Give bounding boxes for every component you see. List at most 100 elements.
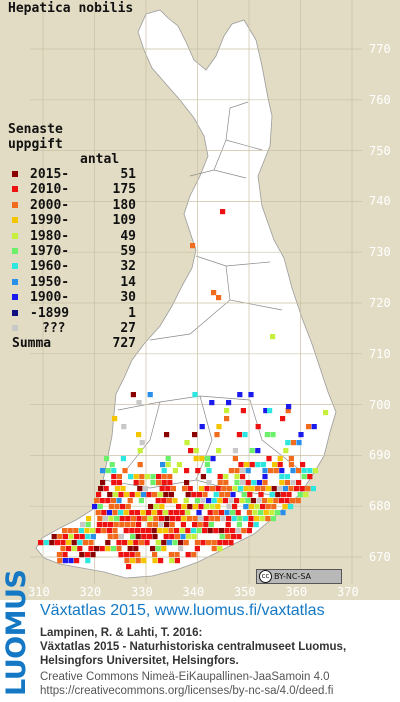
record-square bbox=[260, 504, 266, 510]
record-square bbox=[60, 546, 66, 552]
record-square bbox=[62, 528, 68, 534]
record-square bbox=[267, 408, 273, 414]
legend-swatch bbox=[12, 201, 18, 208]
record-square bbox=[62, 552, 68, 558]
record-square bbox=[100, 468, 106, 474]
record-square bbox=[129, 528, 135, 534]
record-square bbox=[111, 468, 117, 474]
record-square bbox=[277, 456, 283, 462]
record-square bbox=[218, 528, 224, 534]
record-square bbox=[185, 528, 191, 534]
record-square bbox=[245, 480, 251, 486]
record-square bbox=[192, 516, 198, 522]
record-square bbox=[206, 498, 212, 504]
record-square bbox=[194, 546, 200, 552]
legend-period: 1990- bbox=[30, 213, 70, 229]
legend-sum-row: Summa 727 bbox=[8, 336, 136, 352]
record-square bbox=[92, 504, 98, 510]
legend-count: 59 bbox=[120, 243, 136, 259]
record-square bbox=[153, 504, 159, 510]
record-square bbox=[323, 410, 329, 416]
record-square bbox=[126, 564, 132, 570]
record-square bbox=[127, 546, 133, 552]
distribution-map: Hepatica nobilis 770 760 750 740 730 720 710 70… bbox=[0, 0, 400, 600]
record-square bbox=[178, 546, 184, 552]
record-square bbox=[118, 510, 124, 516]
license-badge-text: BY-NC-SA bbox=[274, 572, 312, 581]
atlas-site-link[interactable]: Växtatlas 2015, www.luomus.fi/vaxtatlas bbox=[40, 602, 325, 619]
license-line-2[interactable]: https://creativecommons.org/licenses/by-… bbox=[40, 685, 334, 697]
species-name: Hepatica nobilis bbox=[8, 1, 134, 16]
record-square bbox=[138, 540, 144, 546]
record-square bbox=[95, 528, 101, 534]
record-square bbox=[157, 492, 163, 498]
record-square bbox=[246, 528, 252, 534]
record-square bbox=[241, 528, 247, 534]
record-square bbox=[135, 492, 141, 498]
record-square bbox=[223, 480, 229, 486]
legend-sum-label: Summa bbox=[12, 336, 52, 352]
record-square bbox=[249, 462, 255, 468]
record-square bbox=[256, 480, 262, 486]
record-square bbox=[237, 392, 243, 398]
record-square bbox=[169, 522, 175, 528]
record-square bbox=[307, 474, 313, 480]
record-square bbox=[179, 528, 185, 534]
record-square bbox=[85, 522, 91, 528]
record-square bbox=[249, 448, 255, 454]
record-square bbox=[162, 510, 168, 516]
record-square bbox=[128, 474, 134, 480]
record-square bbox=[77, 546, 83, 552]
record-square bbox=[163, 534, 169, 540]
record-square bbox=[265, 516, 271, 522]
record-square bbox=[114, 516, 120, 522]
record-square bbox=[263, 510, 269, 516]
record-square bbox=[285, 440, 291, 446]
record-square bbox=[239, 498, 245, 504]
record-square bbox=[161, 468, 167, 474]
record-square bbox=[155, 540, 161, 546]
record-square bbox=[137, 486, 143, 492]
legend-count: 180 bbox=[112, 197, 136, 213]
record-square bbox=[176, 462, 182, 468]
record-square bbox=[148, 504, 154, 510]
record-square bbox=[220, 516, 226, 522]
record-square bbox=[193, 456, 199, 462]
record-square bbox=[255, 462, 261, 468]
x-axis-label: 320 bbox=[79, 585, 102, 599]
record-square bbox=[232, 448, 238, 454]
record-square bbox=[137, 462, 143, 468]
record-square bbox=[162, 528, 168, 534]
record-square bbox=[136, 432, 142, 438]
record-square bbox=[157, 528, 163, 534]
record-square bbox=[254, 504, 260, 510]
record-square bbox=[220, 209, 226, 215]
legend-count: 175 bbox=[112, 182, 136, 198]
record-square bbox=[172, 468, 178, 474]
record-square bbox=[288, 462, 294, 468]
map-canvas bbox=[30, 0, 362, 584]
record-square bbox=[230, 528, 236, 534]
record-square bbox=[231, 516, 237, 522]
record-square bbox=[79, 552, 85, 558]
record-square bbox=[206, 480, 212, 486]
record-square bbox=[298, 432, 304, 438]
record-square bbox=[224, 408, 230, 414]
record-square bbox=[62, 534, 68, 540]
record-square bbox=[102, 516, 108, 522]
record-square bbox=[163, 492, 169, 498]
record-square bbox=[139, 480, 145, 486]
record-square bbox=[71, 546, 77, 552]
record-square bbox=[192, 432, 198, 438]
record-square bbox=[112, 492, 118, 498]
record-square bbox=[100, 480, 106, 486]
record-square bbox=[253, 522, 259, 528]
record-square bbox=[279, 474, 285, 480]
record-square bbox=[221, 486, 227, 492]
record-square bbox=[141, 558, 147, 564]
record-square bbox=[208, 522, 214, 528]
record-square bbox=[190, 528, 196, 534]
legend-row: 2000- 180 bbox=[8, 198, 136, 213]
record-square bbox=[127, 498, 133, 504]
record-square bbox=[136, 400, 142, 406]
